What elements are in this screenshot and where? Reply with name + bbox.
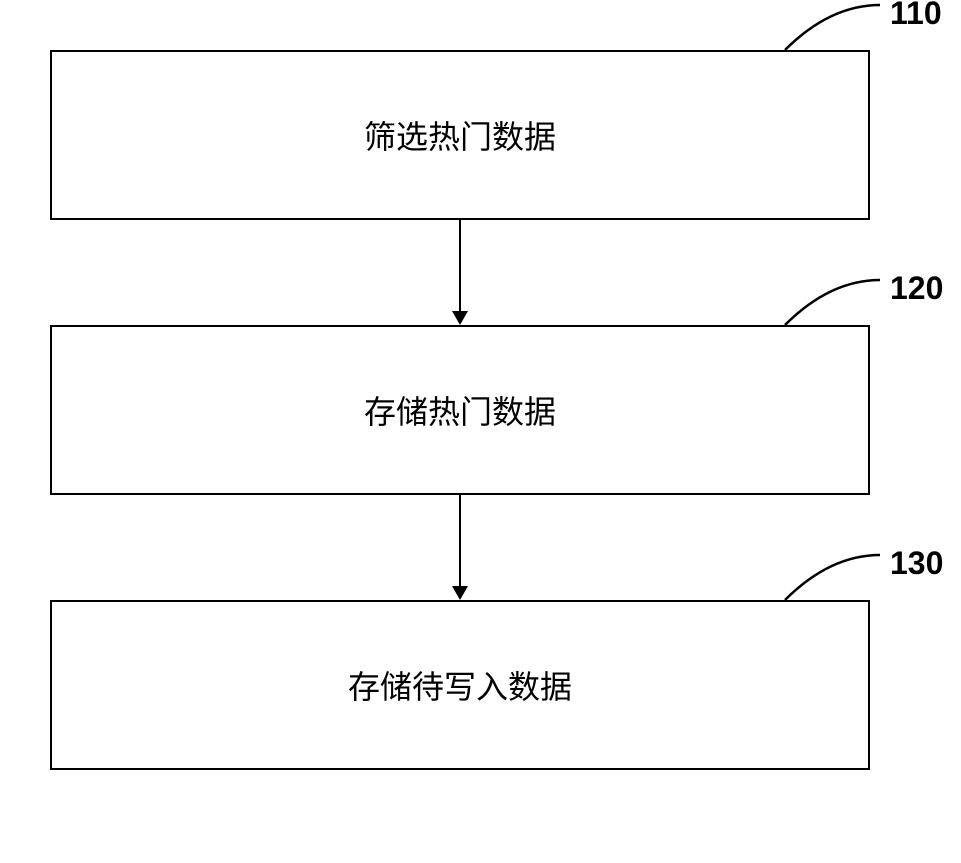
flow-box-1: 筛选热门数据 (50, 50, 870, 220)
flow-box-1-text: 筛选热门数据 (364, 112, 556, 158)
connector-arrow-1 (452, 311, 468, 325)
connector-line-2 (459, 495, 461, 587)
ref-label-2: 120 (890, 270, 943, 307)
ref-label-1: 110 (890, 0, 942, 32)
connector-line-1 (459, 220, 461, 312)
flow-box-3: 存储待写入数据 (50, 600, 870, 770)
curve-connector-2 (780, 275, 900, 335)
ref-label-3: 130 (890, 545, 943, 582)
curve-connector-3 (780, 550, 900, 610)
curve-connector-1 (780, 0, 900, 60)
connector-arrow-2 (452, 586, 468, 600)
flow-box-2-text: 存储热门数据 (364, 387, 556, 433)
flow-box-2: 存储热门数据 (50, 325, 870, 495)
flow-box-3-text: 存储待写入数据 (348, 662, 572, 708)
